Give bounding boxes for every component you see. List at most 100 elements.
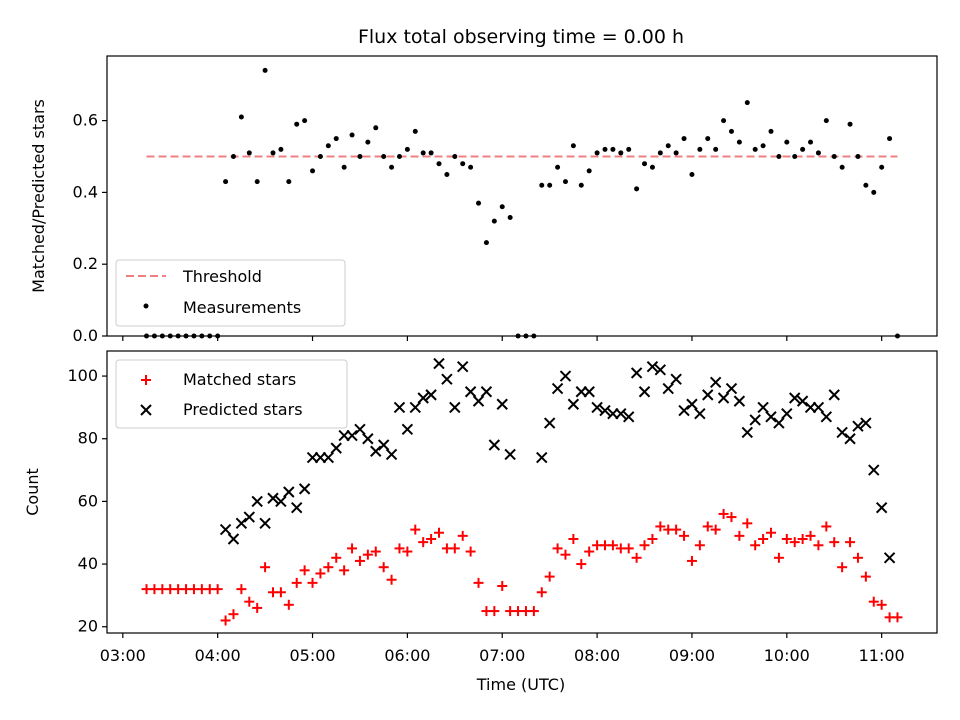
legend-measurements-marker [143, 303, 149, 309]
top-y-tick-label: 0.2 [73, 254, 98, 273]
matched-star-point [766, 527, 776, 538]
predicted-star-point [346, 429, 358, 442]
measurement-point [728, 128, 734, 134]
x-tick-label: 07:00 [479, 646, 525, 665]
matched-star-point [370, 546, 381, 557]
predicted-star-point [298, 483, 311, 495]
legend-matched-marker [141, 375, 151, 385]
predicted-star-point [354, 423, 366, 436]
predicted-star-point [670, 373, 682, 385]
predicted-star-point [875, 501, 888, 514]
predicted-star-point [852, 420, 864, 432]
matched-star-point [465, 546, 476, 557]
matched-star-point [671, 524, 682, 535]
predicted-star-point [702, 389, 714, 401]
measurement-point [784, 139, 790, 145]
matched-star-point [544, 571, 555, 582]
top-y-axis: 0.0 0.2 0.4 0.6 [73, 111, 107, 345]
measurement-point [815, 150, 821, 156]
measurement-point [444, 171, 450, 177]
matched-star-point [892, 612, 903, 623]
matched-star-point [789, 537, 800, 548]
matched-star-point [418, 537, 429, 548]
measurement-point [246, 150, 252, 156]
predicted-star-point [654, 364, 667, 376]
matched-star-point [473, 577, 484, 588]
predicted-star-point [678, 404, 690, 417]
measurement-point [792, 154, 798, 160]
predicted-star-point [725, 382, 738, 395]
matched-star-point [568, 534, 579, 544]
bottom-y-tick-label: 80 [78, 429, 98, 448]
matched-star-point [813, 540, 824, 551]
top-chart-title: Flux total observing time = 0.00 h [358, 26, 684, 48]
measurement-point [657, 150, 663, 156]
predicted-star-point [615, 407, 627, 420]
predicted-star-point [559, 370, 572, 382]
matched-star-point [275, 587, 286, 598]
matched-star-point [347, 543, 358, 554]
matched-star-point [449, 543, 460, 554]
measurement-point [389, 164, 395, 170]
measurement-point [262, 67, 268, 73]
matched-star-point [837, 562, 848, 573]
matched-star-point [845, 537, 856, 548]
matched-star-point [307, 577, 318, 588]
measurement-point [547, 182, 553, 188]
predicted-star-point [385, 448, 398, 461]
x-tick-label: 03:00 [100, 646, 146, 665]
measurement-point [823, 118, 829, 124]
predicted-star-point [789, 392, 801, 404]
matched-star-point [631, 552, 642, 563]
predicted-star-point [868, 464, 880, 476]
measurement-point [491, 218, 497, 224]
predicted-star-point [377, 439, 390, 451]
matched-star-point [694, 540, 705, 551]
measurement-point [539, 182, 545, 188]
top-x-ticks [122, 336, 883, 341]
measurement-point [499, 204, 505, 210]
measurement-point [649, 164, 655, 170]
matched-star-point [679, 530, 690, 541]
matched-star-point [434, 527, 444, 538]
measurement-point [286, 179, 292, 185]
predicted-star-point [567, 398, 580, 410]
matched-star-point [536, 587, 547, 598]
measurement-point [736, 139, 742, 145]
matched-star-point [742, 518, 753, 529]
predicted-star-point [709, 376, 722, 389]
top-legend: Threshold Measurements [115, 259, 346, 327]
measurement-point [476, 200, 482, 206]
measurement-point [768, 128, 774, 134]
predicted-star-point [765, 411, 777, 423]
predicted-star-point [219, 523, 232, 536]
measurement-point [697, 146, 703, 152]
bottom-legend-box [115, 359, 348, 429]
matched-star-point [378, 562, 389, 573]
predicted-star-point [267, 492, 279, 504]
predicted-star-point [243, 511, 255, 523]
bottom-legend: Matched stars Predicted stars [115, 359, 348, 429]
predicted-star-point [646, 360, 659, 373]
measurement-point [800, 146, 806, 152]
predicted-star-point [583, 386, 595, 398]
legend-matched-label: Matched stars [183, 370, 296, 389]
top-y-tick-label: 0.0 [73, 326, 98, 345]
predicted-star-point [543, 417, 556, 429]
x-tick-label: 06:00 [384, 646, 430, 665]
predicted-star-point [449, 401, 461, 414]
measurement-point [468, 164, 474, 170]
predicted-star-point [757, 401, 769, 414]
measurement-point [396, 154, 402, 160]
matched-star-point [457, 530, 468, 541]
measurement-point [507, 215, 513, 221]
measurement-point [673, 150, 679, 156]
top-legend-box [115, 259, 346, 327]
measurement-point [420, 150, 426, 156]
matched-star-point [876, 599, 887, 610]
matched-star-point [252, 602, 263, 613]
predicted-star-point [322, 451, 335, 464]
predicted-star-point [796, 395, 809, 407]
bottom-panel: 20 40 60 80 100 03:00 04:00 05:00 06:00 07:00 08:… [23, 350, 938, 694]
matched-star-point [750, 540, 761, 551]
